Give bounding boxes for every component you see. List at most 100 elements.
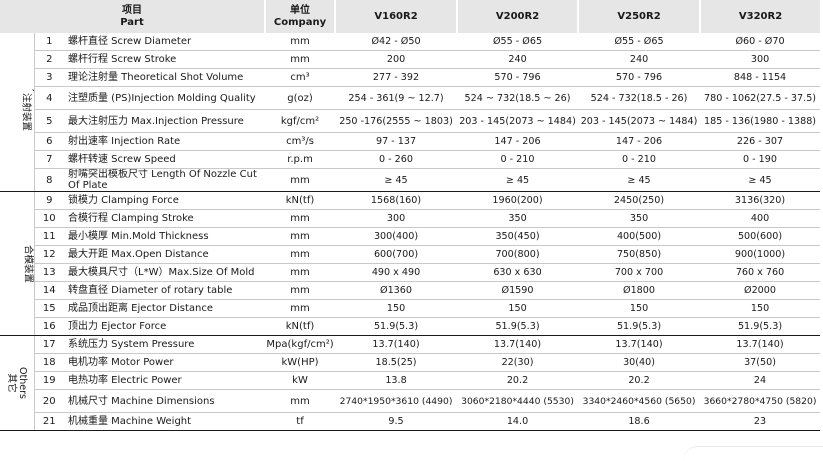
table-row: 14 转盘直径 Diameter of rotary table mm Ø1360 Ø1… — [0, 281, 821, 300]
row-value-model-4: 226 - 307 — [700, 132, 821, 151]
row-number: 18 — [34, 353, 64, 372]
row-value-model-3: 51.9(5.3) — [578, 317, 701, 336]
row-item: 合模行程 Clamping Stroke — [64, 209, 266, 228]
row-value-model-1: 300 — [335, 209, 458, 228]
decorative-swoosh — [683, 446, 823, 461]
row-unit: kN(tf) — [265, 191, 336, 210]
row-value-model-1: ≥ 45 — [335, 168, 458, 192]
row-value-model-2: Ø55 - Ø65 — [457, 33, 579, 51]
row-value-model-1: 490 x 490 — [335, 263, 458, 282]
row-unit: mm — [265, 50, 336, 69]
row-unit: mm — [265, 245, 336, 264]
row-unit: Mpa(kgf/cm²) — [265, 335, 336, 354]
row-unit: kN(tf) — [265, 317, 336, 336]
row-value-model-2: 630 x 630 — [457, 263, 579, 282]
row-unit: mm — [265, 263, 336, 282]
row-value-model-2: 203 - 145(2073 ~ 1484) — [457, 109, 579, 133]
row-value-model-1: 1568(160) — [335, 191, 458, 210]
header-unit: 单位 Company — [265, 0, 337, 33]
row-number: 2 — [34, 50, 64, 69]
row-value-model-2: 51.9(5.3) — [457, 317, 579, 336]
row-item: 机械尺寸 Machine Dimensions — [64, 389, 266, 413]
row-value-model-4: 900(1000) — [700, 245, 821, 264]
row-value-model-4: Ø60 - Ø70 — [700, 33, 821, 51]
row-value-model-3: 2450(250) — [578, 191, 701, 210]
row-value-model-4: 400 — [700, 209, 821, 228]
table-row: 6 射出速率 Injection Rate cm³/s 97 - 137 147 - 2… — [0, 132, 821, 151]
row-value-model-4: 185 - 136(1980 - 1388) — [700, 109, 821, 133]
row-value-model-2: ≥ 45 — [457, 168, 579, 192]
row-value-model-2: Ø1590 — [457, 281, 579, 300]
row-value-model-3: ≥ 45 — [578, 168, 701, 192]
header-item-en: Part — [120, 16, 144, 28]
row-value-model-4: 300 — [700, 50, 821, 69]
row-value-model-1: 277 - 392 — [335, 68, 458, 87]
row-unit: g(oz) — [265, 86, 336, 110]
row-value-model-4: Ø2000 — [700, 281, 821, 300]
row-value-model-1: 150 — [335, 299, 458, 318]
row-number: 21 — [34, 412, 64, 431]
row-number: 1 — [34, 33, 64, 51]
row-value-model-1: 200 — [335, 50, 458, 69]
row-value-model-4: 13.7(140) — [700, 335, 821, 354]
row-value-model-3: 18.6 — [578, 412, 701, 431]
row-value-model-2: 20.2 — [457, 371, 579, 390]
row-value-model-4: 51.9(5.3) — [700, 317, 821, 336]
row-value-model-4: ≥ 45 — [700, 168, 821, 192]
row-item: 成品顶出距离 Ejector Distance — [64, 299, 266, 318]
row-value-model-2: 22(30) — [457, 353, 579, 372]
row-value-model-2: 150 — [457, 299, 579, 318]
row-value-model-3: 524 - 732(18.5 - 26) — [578, 86, 701, 110]
row-item: 最大模具尺寸（L*W）Max.Size Of Mold — [64, 263, 266, 282]
row-unit: mm — [265, 389, 336, 413]
row-item: 机械重量 Machine Weight — [64, 412, 266, 431]
row-value-model-1: 51.9(5.3) — [335, 317, 458, 336]
table-row: Injection Unit 注射装置 1 螺杆直径 Screw Diameter mm… — [0, 33, 821, 192]
header-unit-en: Company — [273, 16, 327, 28]
table-row: 3 理论注射量 Theoretical Shot Volume cm³ 277 - 3… — [0, 68, 821, 87]
row-value-model-1: Ø42 - Ø50 — [335, 33, 458, 51]
row-unit: cm³/s — [265, 132, 336, 151]
row-value-model-3: 350 — [578, 209, 701, 228]
row-item: 理论注射量 Theoretical Shot Volume — [64, 68, 266, 87]
table-row: 16 顶出力 Ejector Force kN(tf) 51.9(5.3) 51.9(5… — [0, 317, 821, 336]
row-number: 5 — [34, 109, 64, 133]
row-item: 注塑质量 (PS)Injection Molding Quality — [64, 86, 266, 110]
row-value-model-2: 570 - 796 — [457, 68, 579, 87]
row-item: 电热功率 Electric Power — [64, 371, 266, 390]
row-value-model-2: 524 ~ 732(18.5 ~ 26) — [457, 86, 579, 110]
row-value-model-2: 13.7(140) — [457, 335, 579, 354]
group-label-cell: Others 其它 — [0, 335, 35, 431]
row-value-model-2: 147 - 206 — [457, 132, 579, 151]
row-value-model-2: 240 — [457, 50, 579, 69]
row-number: 6 — [34, 132, 64, 151]
row-item: 锁模力 Clamping Force — [64, 191, 266, 210]
row-value-model-3: Ø1800 — [578, 281, 701, 300]
row-number: 10 — [34, 209, 64, 228]
header-item: 项目 Part — [0, 0, 267, 33]
table-row: 19 电热功率 Electric Power kW 13.8 20.2 20.2 24 — [0, 371, 821, 390]
row-value-model-3: 700 x 700 — [578, 263, 701, 282]
row-value-model-2: 0 - 210 — [457, 150, 579, 169]
row-unit: kW — [265, 371, 336, 390]
row-item: 顶出力 Ejector Force — [64, 317, 266, 336]
header-model-1: V160R2 — [335, 0, 459, 33]
row-item: 螺杆行程 Screw Stroke — [64, 50, 266, 69]
header-item-cn: 项目 — [122, 4, 142, 16]
header-model-3: V250R2 — [578, 0, 702, 33]
row-value-model-3: 3340*2460*4560 (5650) — [578, 389, 701, 413]
row-value-model-3: 147 - 206 — [578, 132, 701, 151]
row-value-model-3: 0 - 210 — [578, 150, 701, 169]
table-row: 8 射嘴突出模板尺寸 Length Of Nozzle Cut Of Plate m… — [0, 168, 821, 192]
row-value-model-1: 250 -176(2555 ~ 1803) — [335, 109, 458, 133]
table-row: 20 机械尺寸 Machine Dimensions mm 2740*1950*361… — [0, 389, 821, 413]
group-label: Others 其它 — [6, 367, 28, 399]
row-value-model-2: 3060*2180*4440 (5530) — [457, 389, 579, 413]
row-value-model-3: 203 - 145(2073 ~ 1484) — [578, 109, 701, 133]
row-value-model-1: 13.8 — [335, 371, 458, 390]
table-row: 18 电机功率 Motor Power kW(HP) 18.5(25) 22(30) 30… — [0, 353, 821, 372]
table-row: 2 螺杆行程 Screw Stroke mm 200 240 240 300 — [0, 50, 821, 69]
row-number: 14 — [34, 281, 64, 300]
group-label-cell: Injection Unit 注射装置 — [0, 33, 35, 192]
row-value-model-4: 848 - 1154 — [700, 68, 821, 87]
